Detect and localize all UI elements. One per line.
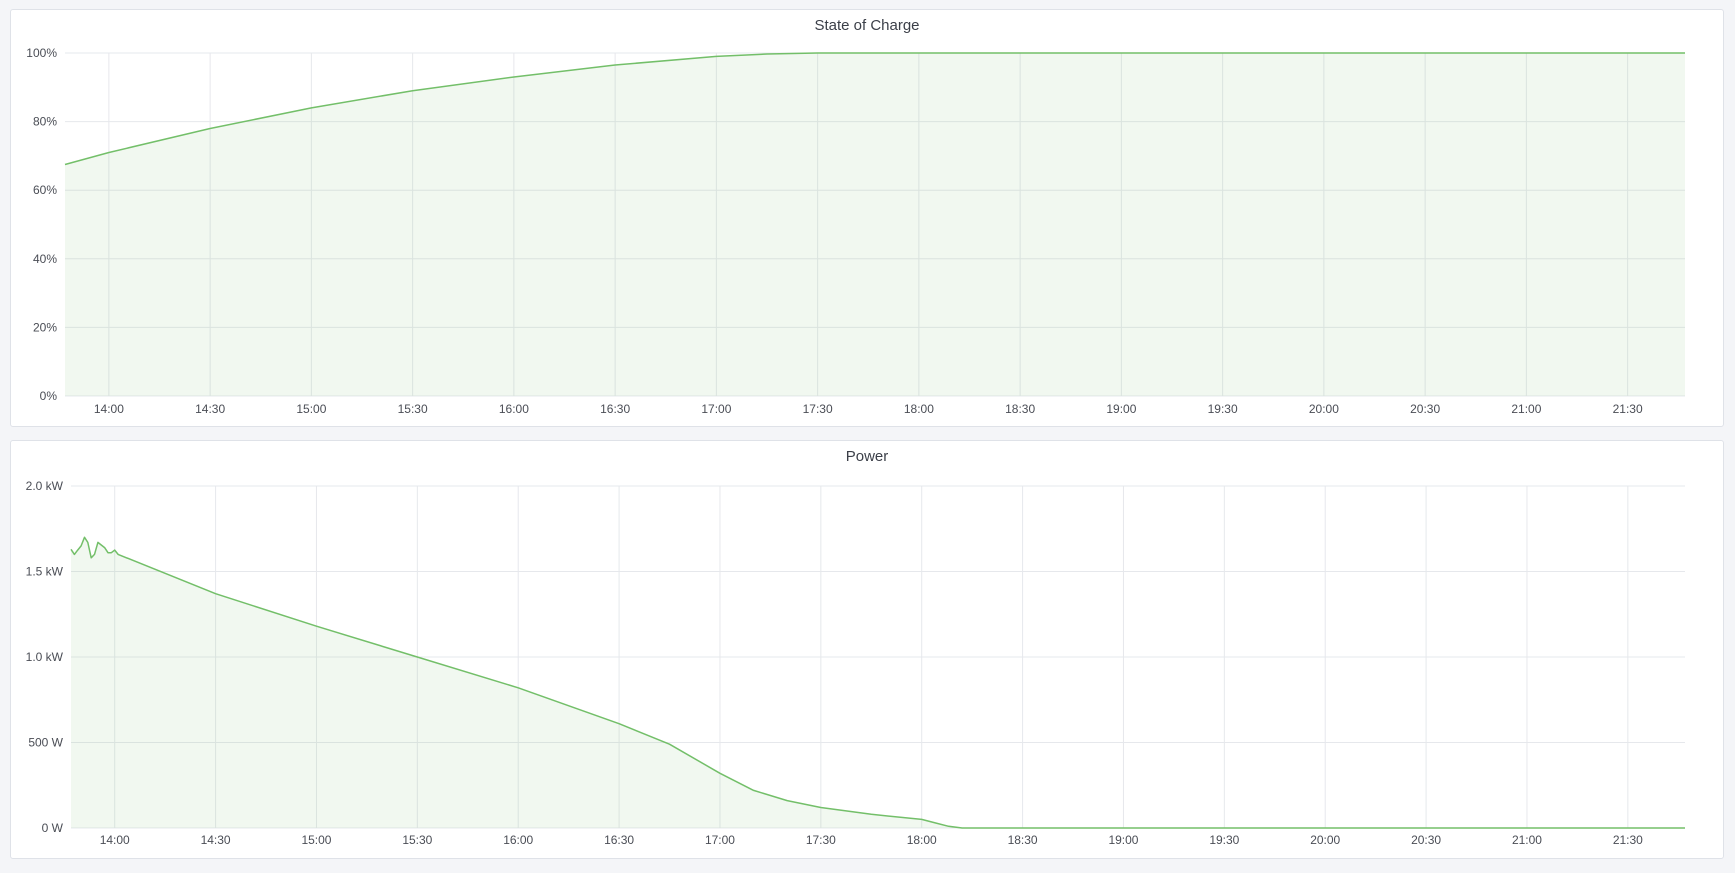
y-tick-label: 60% xyxy=(33,183,57,197)
series-area xyxy=(65,53,1685,396)
y-tick-label: 1.0 kW xyxy=(26,650,64,664)
x-tick-label: 17:00 xyxy=(705,833,735,847)
power-chart: 0 W 500 W 1.0 kW 1.5 kW 2.0 kW 14:00 14:30 15:0… xyxy=(26,479,1685,847)
y-tick-label: 1.5 kW xyxy=(26,565,64,579)
x-tick-label: 21:00 xyxy=(1512,833,1542,847)
y-tick-label: 100% xyxy=(26,46,57,60)
x-tick-label: 16:00 xyxy=(503,833,533,847)
x-tick-label: 15:30 xyxy=(398,402,428,416)
x-tick-label: 18:00 xyxy=(904,402,934,416)
x-tick-label: 18:30 xyxy=(1005,402,1035,416)
x-tick-label: 14:30 xyxy=(195,402,225,416)
x-tick-label: 16:30 xyxy=(600,402,630,416)
y-tick-label: 500 W xyxy=(28,736,63,750)
x-tick-label: 18:30 xyxy=(1008,833,1038,847)
power-panel: Power 0 W 500 W 1.0 kW 1.5 kW 2.0 kW 14:00 14:… xyxy=(10,440,1724,859)
x-tick-label: 20:30 xyxy=(1410,402,1440,416)
y-tick-label: 0 W xyxy=(42,821,64,835)
soc-panel: State of Charge 0% 20% 40% 60% 80% 100% 14:00 1… xyxy=(10,9,1724,427)
x-tick-label: 20:30 xyxy=(1411,833,1441,847)
x-tick-label: 15:00 xyxy=(296,402,326,416)
x-tick-label: 19:30 xyxy=(1208,402,1238,416)
y-tick-label: 40% xyxy=(33,252,57,266)
x-tick-label: 19:00 xyxy=(1106,402,1136,416)
x-tick-label: 14:00 xyxy=(94,402,124,416)
x-tick-label: 20:00 xyxy=(1310,833,1340,847)
soc-chart: 0% 20% 40% 60% 80% 100% 14:00 14:30 15:00 15:30 16… xyxy=(26,46,1685,416)
x-tick-label: 15:00 xyxy=(301,833,331,847)
y-tick-label: 20% xyxy=(33,320,57,334)
x-tick-label: 18:00 xyxy=(907,833,937,847)
x-tick-label: 17:00 xyxy=(701,402,731,416)
x-tick-label: 19:00 xyxy=(1108,833,1138,847)
x-tick-label: 17:30 xyxy=(803,402,833,416)
series-line xyxy=(70,536,1685,829)
series-line xyxy=(64,52,1685,166)
y-tick-label: 80% xyxy=(33,115,57,129)
x-tick-label: 16:30 xyxy=(604,833,634,847)
series-area xyxy=(71,537,1685,828)
x-tick-label: 15:30 xyxy=(402,833,432,847)
x-tick-label: 21:30 xyxy=(1613,402,1643,416)
x-tick-label: 14:30 xyxy=(201,833,231,847)
power-title: Power xyxy=(845,448,889,465)
x-tick-label: 19:30 xyxy=(1209,833,1239,847)
y-tick-label: 2.0 kW xyxy=(26,479,64,493)
y-tick-label: 0% xyxy=(40,389,58,403)
x-tick-label: 14:00 xyxy=(100,833,130,847)
x-tick-label: 16:00 xyxy=(499,402,529,416)
x-tick-label: 17:30 xyxy=(806,833,836,847)
x-tick-label: 20:00 xyxy=(1309,402,1339,416)
x-tick-label: 21:00 xyxy=(1511,402,1541,416)
soc-title: State of Charge xyxy=(814,17,920,34)
x-tick-label: 21:30 xyxy=(1613,833,1643,847)
